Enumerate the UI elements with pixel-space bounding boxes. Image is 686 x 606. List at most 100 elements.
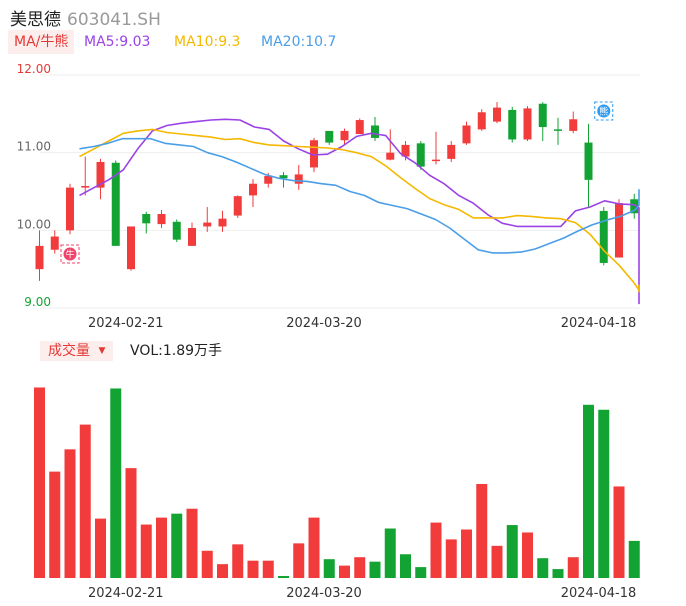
price-tick-label: 11.00 xyxy=(17,140,51,154)
candle-body[interactable] xyxy=(142,214,151,224)
candle-body[interactable] xyxy=(462,125,471,144)
volume-bar[interactable] xyxy=(415,567,427,578)
date-tick-label: 2024-02-21 xyxy=(88,316,164,331)
volume-bar[interactable] xyxy=(567,557,579,578)
volume-bar[interactable] xyxy=(232,544,244,578)
candle-body[interactable] xyxy=(493,107,501,122)
volume-bar[interactable] xyxy=(201,550,213,578)
candle-body[interactable] xyxy=(386,152,395,160)
volume-date-tick-label: 2024-04-18 xyxy=(561,586,637,601)
bull-icon[interactable] xyxy=(63,247,77,261)
volume-bar[interactable] xyxy=(339,565,350,578)
volume-bar[interactable] xyxy=(156,517,167,578)
price-tick-label: 9.00 xyxy=(24,295,51,309)
candle-body[interactable] xyxy=(111,162,120,246)
volume-bar[interactable] xyxy=(537,558,549,578)
stock-title: 美思德 603041.SH xyxy=(10,5,161,30)
candle-body[interactable] xyxy=(401,144,410,157)
candle-body[interactable] xyxy=(188,228,196,246)
candle-body[interactable] xyxy=(599,210,608,263)
candle-body[interactable] xyxy=(66,187,74,231)
candle-body[interactable] xyxy=(477,112,486,130)
candle-body[interactable] xyxy=(96,161,105,188)
volume-bar[interactable] xyxy=(598,409,610,578)
volume-bar[interactable] xyxy=(140,524,152,578)
candle-body[interactable] xyxy=(584,142,593,180)
volume-bar[interactable] xyxy=(400,554,411,578)
candle-body[interactable] xyxy=(325,130,334,143)
volume-bar[interactable] xyxy=(369,561,381,578)
volume-bar[interactable] xyxy=(506,525,518,578)
candle-body[interactable] xyxy=(508,109,517,140)
ma10-line xyxy=(79,128,640,293)
volume-tag-label: 成交量 xyxy=(48,343,90,359)
date-tick-label: 2024-03-20 xyxy=(286,316,362,331)
candle-body[interactable] xyxy=(371,125,379,138)
candle-body[interactable] xyxy=(538,103,547,128)
volume-indicator-selector[interactable]: 成交量 ▼ xyxy=(40,341,114,361)
volume-bar[interactable] xyxy=(293,543,305,578)
candle-body[interactable] xyxy=(218,218,227,227)
volume-bar[interactable] xyxy=(445,539,457,578)
volume-bar[interactable] xyxy=(125,468,137,578)
volume-bar[interactable] xyxy=(278,576,289,578)
volume-bar[interactable] xyxy=(583,404,594,578)
candle-body[interactable] xyxy=(615,203,623,258)
volume-bar[interactable] xyxy=(49,471,61,578)
volume-bar[interactable] xyxy=(384,528,396,578)
volume-bar[interactable] xyxy=(461,529,472,578)
volume-bar[interactable] xyxy=(476,483,488,578)
candle-body[interactable] xyxy=(81,186,90,188)
volume-bar[interactable] xyxy=(308,517,320,578)
candle-body[interactable] xyxy=(127,226,135,270)
volume-bar[interactable] xyxy=(491,545,503,578)
volume-bar[interactable] xyxy=(186,508,198,578)
volume-value: VOL:1.89万手 xyxy=(130,343,223,359)
stock-code: 603041.SH xyxy=(67,10,161,30)
volume-bar[interactable] xyxy=(522,532,533,578)
volume-bar[interactable] xyxy=(354,557,366,578)
candle-body[interactable] xyxy=(203,222,212,227)
candle-body[interactable] xyxy=(432,159,440,162)
candle-body[interactable] xyxy=(279,175,288,179)
candle-body[interactable] xyxy=(172,221,181,240)
date-tick-label: 2024-04-18 xyxy=(561,316,637,331)
bear-icon[interactable] xyxy=(597,104,611,118)
candle-body[interactable] xyxy=(264,175,273,184)
candle-body[interactable] xyxy=(340,130,349,141)
volume-bar[interactable] xyxy=(552,569,564,578)
candle-body[interactable] xyxy=(554,129,562,131)
candle-body[interactable] xyxy=(416,143,425,167)
volume-bar[interactable] xyxy=(430,522,442,578)
volume-date-tick-label: 2024-02-21 xyxy=(88,586,164,601)
candle-body[interactable] xyxy=(50,236,59,250)
volume-bar[interactable] xyxy=(34,387,45,578)
volume-bar[interactable] xyxy=(217,564,228,578)
volume-bar[interactable] xyxy=(79,424,91,578)
candle-body[interactable] xyxy=(294,174,303,184)
candle-body[interactable] xyxy=(355,120,364,135)
candle-body[interactable] xyxy=(157,214,166,225)
ma20-line xyxy=(79,137,640,254)
volume-bar[interactable] xyxy=(323,559,335,578)
candle-body[interactable] xyxy=(569,119,578,131)
volume-bar[interactable] xyxy=(110,388,122,578)
candle-body[interactable] xyxy=(233,196,242,216)
price-tick-label: 10.00 xyxy=(17,217,51,231)
volume-bar[interactable] xyxy=(628,540,640,578)
bear-marker-frame xyxy=(594,101,614,121)
candle-body[interactable] xyxy=(523,108,532,140)
candle-body[interactable] xyxy=(630,199,639,214)
volume-bar[interactable] xyxy=(247,560,259,578)
volume-bar[interactable] xyxy=(95,518,106,578)
candle-body[interactable] xyxy=(447,144,456,159)
volume-bar[interactable] xyxy=(613,486,625,578)
volume-bar[interactable] xyxy=(171,513,183,578)
candle-body[interactable] xyxy=(310,140,318,168)
ma-indicator-selector[interactable]: MA/牛熊 xyxy=(8,30,75,54)
volume-bar[interactable] xyxy=(64,449,76,578)
volume-bar[interactable] xyxy=(262,560,274,578)
candle-body[interactable] xyxy=(249,183,257,196)
candle-body[interactable] xyxy=(35,245,44,270)
